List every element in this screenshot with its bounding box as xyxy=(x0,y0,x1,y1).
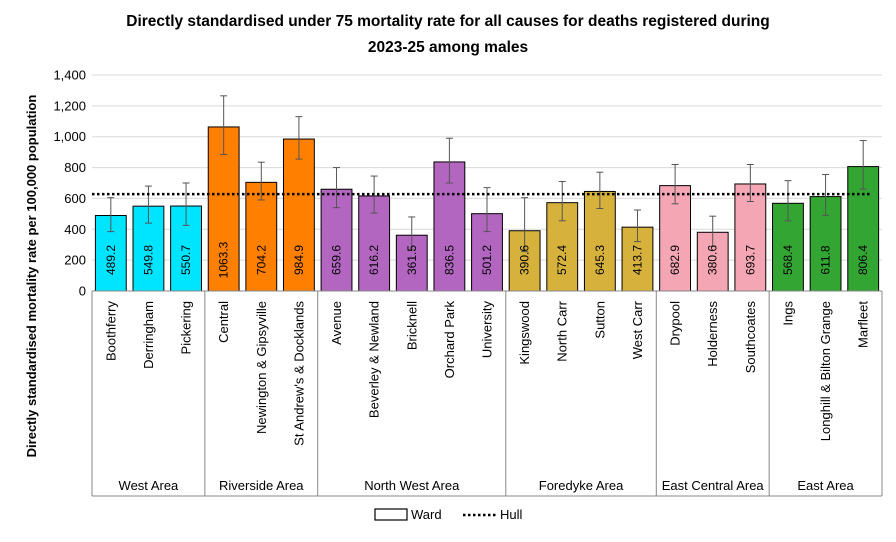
category-label: West Carr xyxy=(630,300,645,359)
data-labels: 489.2 549.8 550.7 1063.3 704.2 984.9 659.6 616.… xyxy=(104,241,870,278)
data-label: 489.2 xyxy=(104,245,118,275)
area-label: North West Area xyxy=(364,478,460,493)
y-tick-label: 200 xyxy=(64,253,86,268)
area-label: East Central Area xyxy=(662,478,765,493)
data-label: 361.5 xyxy=(405,245,419,275)
category-label: Marfleet xyxy=(856,301,871,348)
category-label: Holderness xyxy=(705,301,720,367)
legend-hull-label: Hull xyxy=(500,507,523,522)
data-label: 572.4 xyxy=(555,245,569,275)
data-label: 501.2 xyxy=(480,245,494,275)
y-tick-label: 1,400 xyxy=(53,68,86,83)
bar xyxy=(282,138,315,292)
data-label: 616.2 xyxy=(367,245,381,275)
y-tick-label: 1,200 xyxy=(53,98,86,113)
category-label: Derringham xyxy=(141,301,156,369)
data-label: 1063.3 xyxy=(217,241,231,278)
y-tick-label: 400 xyxy=(64,222,86,237)
chart-title-line1: Directly standardised under 75 mortality… xyxy=(126,13,769,30)
area-label: Riverside Area xyxy=(219,478,304,493)
category-label: Central xyxy=(216,301,231,343)
data-label: 550.7 xyxy=(179,245,193,275)
category-label: Drypool xyxy=(668,301,683,346)
area-label: West Area xyxy=(119,478,180,493)
data-label: 682.9 xyxy=(668,245,682,275)
category-label: Longhill & Bilton Grange xyxy=(818,301,833,441)
category-label: Newington & Gipsyville xyxy=(254,301,269,434)
area-label: East Area xyxy=(797,478,854,493)
data-label: 659.6 xyxy=(330,245,344,275)
category-label: Avenue xyxy=(329,301,344,345)
category-label: Sutton xyxy=(592,301,607,339)
bar xyxy=(358,195,391,292)
chart-title-line2: 2023-25 among males xyxy=(368,39,528,56)
data-label: 806.4 xyxy=(856,245,870,275)
category-labels: Boothferry Derringham Pickering Central Newi… xyxy=(103,300,870,445)
legend: Ward Hull xyxy=(374,507,523,522)
area-label: Foredyke Area xyxy=(539,478,624,493)
category-label: Orchard Park xyxy=(442,301,457,379)
category-label: Ings xyxy=(780,301,795,326)
data-label: 693.7 xyxy=(743,245,757,275)
category-label: Pickering xyxy=(179,301,194,354)
y-tick-label: 800 xyxy=(64,160,86,175)
legend-ward-swatch xyxy=(374,508,408,521)
area-labels: West Area Riverside Area North West Area Fo… xyxy=(119,478,855,493)
y-axis-label: Directly standardised mortality rate per… xyxy=(24,95,39,458)
category-label: North Carr xyxy=(555,300,570,361)
data-label: 836.5 xyxy=(442,245,456,275)
data-label: 645.3 xyxy=(593,245,607,275)
legend-ward-label: Ward xyxy=(411,507,442,522)
data-label: 611.8 xyxy=(819,245,833,274)
y-tick-label: 0 xyxy=(79,284,86,299)
category-label: Bricknell xyxy=(404,301,419,350)
data-label: 568.4 xyxy=(781,245,795,275)
data-label: 413.7 xyxy=(630,245,644,275)
data-label: 390.6 xyxy=(518,245,532,275)
category-label: University xyxy=(480,301,495,359)
data-label: 704.2 xyxy=(254,245,268,275)
data-label: 549.8 xyxy=(141,245,155,275)
category-label: Kingswood xyxy=(517,301,532,365)
y-tick-labels: 0 200 400 600 800 1,000 1,200 1,400 xyxy=(53,68,86,299)
bar xyxy=(320,188,353,292)
category-label: Beverley & Newland xyxy=(367,301,382,418)
y-tick-label: 600 xyxy=(64,191,86,206)
category-label: Southcoates xyxy=(743,301,758,374)
data-label: 984.9 xyxy=(292,245,306,275)
data-label: 380.6 xyxy=(706,245,720,275)
category-label: Boothferry xyxy=(103,301,118,361)
category-axis xyxy=(91,290,883,497)
y-tick-label: 1,000 xyxy=(53,129,86,144)
category-label: St Andrew's & Docklands xyxy=(291,301,306,446)
